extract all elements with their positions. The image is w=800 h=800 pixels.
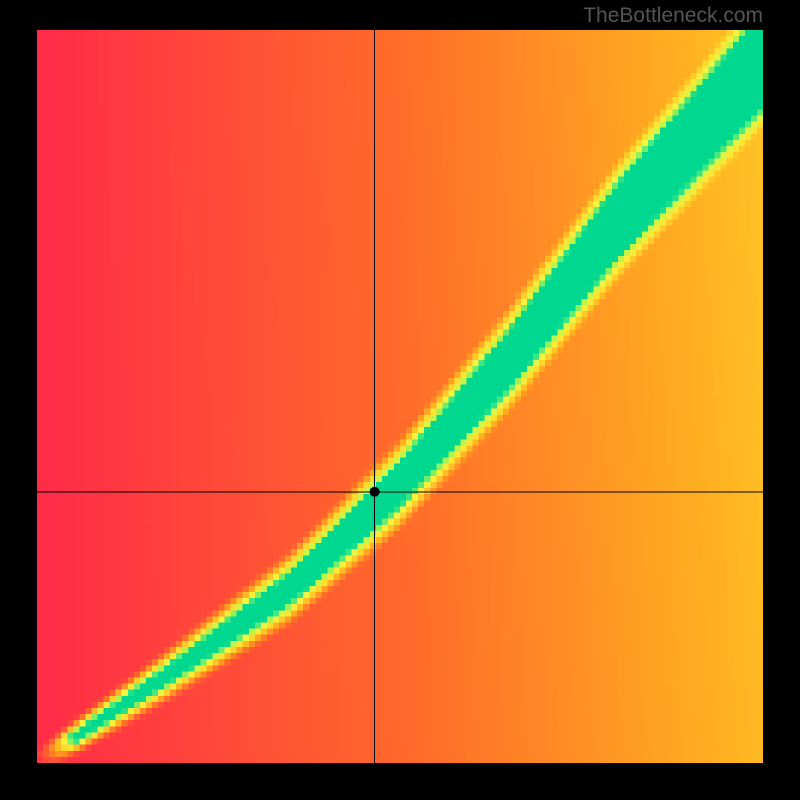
chart-container: TheBottleneck.com bbox=[0, 0, 800, 800]
watermark-text: TheBottleneck.com bbox=[583, 4, 763, 28]
bottleneck-heatmap bbox=[37, 30, 763, 763]
